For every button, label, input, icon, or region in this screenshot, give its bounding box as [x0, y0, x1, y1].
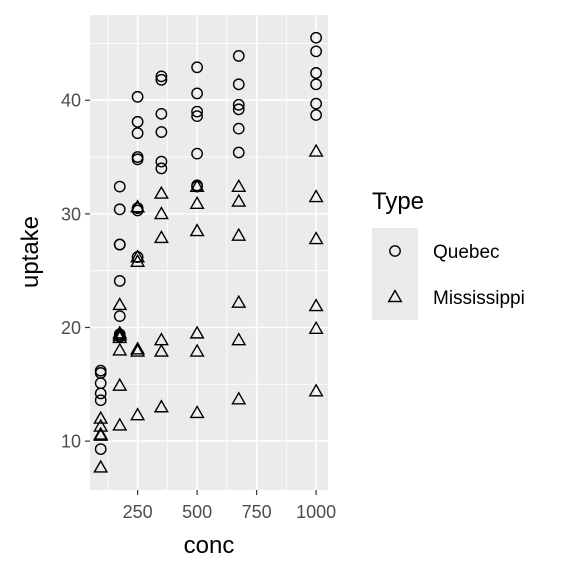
minor-gridlines: [90, 15, 328, 490]
point-mississippi: [153, 343, 169, 357]
point-quebec: [155, 70, 168, 83]
point-quebec: [310, 97, 322, 110]
point-mississippi: [308, 189, 324, 203]
y-axis-ticks: 10 20 30 40: [61, 91, 90, 452]
point-mississippi: [112, 377, 128, 391]
point-mississippi: [231, 227, 247, 241]
point-mississippi: [130, 199, 146, 213]
point-mississippi: [189, 405, 205, 419]
point-quebec: [113, 275, 126, 287]
legend-triangle-icon: [387, 289, 403, 303]
point-quebec: [94, 387, 107, 400]
point-mississippi: [308, 231, 324, 245]
y-tick-label: 30: [61, 204, 81, 224]
point-quebec: [131, 127, 144, 140]
point-mississippi: [112, 417, 128, 431]
point-mississippi: [189, 178, 205, 192]
point-mississippi: [112, 325, 128, 339]
point-mississippi: [153, 230, 169, 244]
legend-label-mississippi: Mississippi: [433, 288, 525, 309]
x-tick-label: 1000: [296, 502, 336, 522]
point-mississippi: [112, 330, 128, 344]
x-axis-ticks: 250 500 750 1000: [123, 490, 336, 522]
x-tick-label: 750: [242, 502, 272, 522]
point-mississippi: [189, 325, 205, 339]
point-mississippi: [112, 327, 128, 341]
point-mississippi: [93, 418, 109, 432]
point-quebec: [94, 443, 107, 455]
point-mississippi: [231, 294, 247, 308]
point-quebec: [191, 61, 204, 74]
point-mississippi: [231, 332, 247, 346]
point-mississippi: [189, 223, 205, 237]
point-mississippi: [231, 391, 247, 405]
point-mississippi: [130, 341, 146, 355]
point-quebec: [232, 50, 245, 62]
point-quebec: [232, 98, 245, 111]
point-quebec: [310, 78, 322, 91]
x-tick-label: 500: [182, 502, 212, 522]
point-mississippi: [308, 298, 324, 312]
x-tick-label: 250: [123, 502, 153, 522]
legend-circle-icon: [389, 245, 401, 257]
point-quebec: [131, 90, 144, 103]
point-mississippi: [189, 343, 205, 357]
point-quebec: [310, 67, 322, 79]
y-tick-label: 10: [61, 432, 81, 452]
point-quebec: [155, 126, 168, 138]
point-quebec: [232, 122, 245, 135]
point-quebec: [113, 180, 126, 193]
data-points: [93, 31, 324, 473]
point-mississippi: [153, 185, 169, 199]
point-mississippi: [130, 249, 146, 263]
point-quebec: [232, 103, 245, 116]
point-mississippi: [130, 343, 146, 357]
point-mississippi: [130, 407, 146, 421]
legend-label-quebec: Quebec: [433, 242, 500, 263]
panel-background: [90, 15, 328, 490]
point-mississippi: [231, 193, 247, 207]
point-quebec: [232, 146, 245, 159]
point-quebec: [113, 238, 126, 251]
point-mississippi: [93, 459, 109, 473]
point-mississippi: [231, 178, 247, 192]
point-mississippi: [308, 143, 324, 157]
point-mississippi: [93, 410, 109, 424]
point-quebec: [191, 110, 204, 123]
point-quebec: [113, 203, 126, 216]
point-mississippi: [153, 206, 169, 220]
point-quebec: [191, 147, 204, 160]
legend-title: Type: [372, 188, 424, 215]
x-axis-title: conc: [184, 532, 235, 559]
point-mississippi: [112, 342, 128, 356]
point-quebec: [155, 155, 168, 168]
point-mississippi: [189, 195, 205, 210]
y-axis-title: uptake: [17, 216, 44, 288]
point-mississippi: [112, 297, 128, 311]
point-quebec: [310, 31, 322, 44]
point-quebec: [131, 115, 144, 128]
legend-key-mississippi: [372, 274, 418, 320]
y-tick-label: 20: [61, 318, 81, 338]
point-quebec: [155, 162, 168, 175]
point-quebec: [155, 107, 168, 120]
point-mississippi: [308, 320, 324, 335]
point-quebec: [191, 87, 204, 100]
point-quebec: [155, 73, 168, 86]
point-mississippi: [93, 427, 109, 441]
legend: Type Quebec Mississippi: [372, 188, 525, 320]
legend-key-quebec: [372, 228, 418, 274]
point-mississippi: [153, 399, 169, 413]
point-mississippi: [308, 383, 324, 397]
point-quebec: [310, 45, 322, 58]
point-quebec: [131, 153, 144, 166]
point-quebec: [310, 109, 322, 121]
y-tick-label: 40: [61, 91, 81, 111]
point-quebec: [113, 310, 126, 323]
point-quebec: [232, 78, 245, 91]
point-mississippi: [130, 253, 146, 267]
point-quebec: [94, 394, 107, 407]
point-quebec: [191, 105, 204, 118]
